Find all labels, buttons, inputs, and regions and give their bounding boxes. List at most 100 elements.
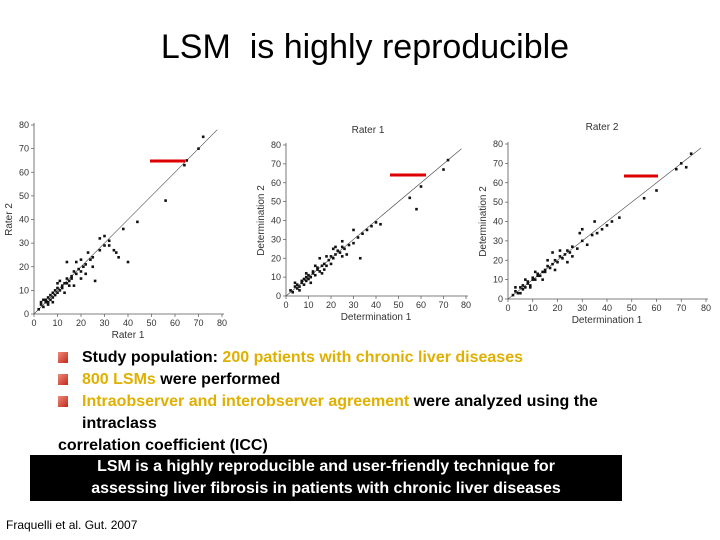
conclusion-line: assessing liver fibrosis in patients wit… bbox=[91, 480, 561, 497]
data-point bbox=[44, 300, 48, 304]
data-point bbox=[546, 258, 549, 262]
data-point bbox=[600, 227, 604, 231]
x-tick-label: 60 bbox=[651, 303, 661, 313]
data-point bbox=[543, 268, 547, 272]
data-point bbox=[336, 249, 340, 252]
data-point bbox=[533, 270, 537, 274]
x-tick-label: 80 bbox=[461, 300, 471, 310]
data-point bbox=[329, 262, 333, 266]
data-point bbox=[379, 222, 382, 226]
data-point bbox=[580, 227, 584, 231]
y-tick-label: 80 bbox=[271, 140, 281, 150]
data-point bbox=[75, 272, 78, 276]
data-point bbox=[595, 231, 599, 235]
data-point bbox=[309, 275, 313, 279]
data-point bbox=[553, 268, 557, 272]
data-point bbox=[98, 237, 102, 240]
data-point bbox=[298, 289, 301, 292]
x-tick-label: 70 bbox=[193, 318, 203, 328]
bullet-item: Intraobserver and interobserver agreemen… bbox=[58, 391, 708, 413]
data-point bbox=[103, 234, 106, 238]
scatter-plots: 0 10 20 30 40 50 60 70 80 0 10 20 30 40 50 60 70 80 Rater … bbox=[4, 120, 711, 341]
data-point bbox=[322, 262, 326, 266]
identity-line bbox=[507, 147, 702, 300]
data-point bbox=[528, 286, 532, 289]
data-point bbox=[63, 291, 66, 295]
data-point bbox=[98, 248, 102, 252]
x-tick-label: 50 bbox=[146, 318, 156, 328]
y-tick-label: 70 bbox=[493, 158, 503, 168]
data-point bbox=[46, 296, 50, 299]
data-point bbox=[516, 291, 520, 295]
bullet-continuation: intraclass bbox=[82, 415, 157, 432]
citation: Fraquelli et al. Gut. 2007 bbox=[6, 518, 138, 532]
data-point bbox=[91, 265, 95, 269]
data-point bbox=[521, 288, 525, 291]
data-point bbox=[84, 263, 87, 266]
y-tick-label: 60 bbox=[271, 178, 281, 188]
bullet-list: Study population: 200 patients with chro… bbox=[58, 347, 708, 457]
data-point bbox=[352, 228, 355, 232]
data-point bbox=[519, 286, 522, 289]
x-tick-label: 10 bbox=[52, 318, 62, 328]
data-point bbox=[70, 274, 73, 278]
data-point bbox=[642, 196, 646, 200]
data-point bbox=[79, 277, 83, 280]
data-point bbox=[340, 239, 344, 243]
data-point bbox=[343, 247, 346, 251]
data-point bbox=[675, 167, 678, 171]
data-point bbox=[415, 207, 418, 211]
data-point bbox=[580, 239, 584, 243]
data-point bbox=[334, 245, 337, 249]
x-tick-label: 20 bbox=[76, 318, 86, 328]
data-point bbox=[356, 236, 360, 239]
data-point bbox=[67, 284, 71, 287]
x-axis-label: Rater 1 bbox=[112, 330, 145, 341]
y-tick-label: 0 bbox=[498, 294, 503, 304]
data-point bbox=[442, 168, 445, 171]
data-point bbox=[58, 289, 62, 292]
data-point bbox=[39, 303, 43, 306]
data-point bbox=[56, 291, 59, 295]
bullet-icon bbox=[58, 374, 68, 385]
bullet-icon bbox=[58, 352, 68, 363]
data-point bbox=[103, 244, 106, 247]
data-point bbox=[77, 267, 80, 271]
data-point bbox=[89, 258, 92, 261]
data-point bbox=[298, 285, 301, 288]
data-point bbox=[51, 300, 55, 304]
data-point bbox=[345, 253, 349, 256]
data-point bbox=[566, 260, 569, 264]
x-tick-label: 40 bbox=[371, 300, 381, 310]
data-point bbox=[60, 284, 64, 287]
panel-title: Rater 2 bbox=[586, 122, 619, 133]
y-axis-label: Determination 2 bbox=[256, 185, 267, 256]
data-point bbox=[53, 289, 57, 292]
panel-title: Rater 1 bbox=[352, 125, 385, 136]
x-tick-label: 80 bbox=[217, 318, 227, 328]
data-point bbox=[576, 247, 579, 250]
data-point bbox=[107, 244, 111, 247]
data-point bbox=[42, 305, 45, 309]
data-point bbox=[553, 258, 557, 262]
y-tick-label: 0 bbox=[24, 309, 29, 319]
data-point bbox=[37, 307, 40, 311]
x-tick-label: 70 bbox=[676, 303, 686, 313]
data-point bbox=[49, 293, 52, 297]
data-point bbox=[347, 243, 351, 247]
data-point bbox=[293, 281, 297, 285]
y-tick-label: 30 bbox=[271, 234, 281, 244]
bullet-text: were analyzed using the bbox=[409, 393, 598, 410]
y-tick-label: 70 bbox=[271, 159, 281, 169]
data-point bbox=[536, 272, 539, 276]
data-point bbox=[329, 255, 333, 258]
data-point bbox=[185, 159, 189, 162]
data-point bbox=[541, 270, 544, 274]
data-point bbox=[618, 216, 621, 219]
data-point bbox=[295, 287, 299, 290]
scatter-chart-3: 0 10 20 30 40 50 60 70 80 0 10 20 30 40 50 60 70 80 Determ… bbox=[478, 122, 711, 326]
bullet-icon bbox=[58, 396, 68, 407]
bullet-text: were performed bbox=[155, 371, 281, 388]
data-point bbox=[291, 290, 295, 294]
data-point bbox=[590, 233, 594, 237]
